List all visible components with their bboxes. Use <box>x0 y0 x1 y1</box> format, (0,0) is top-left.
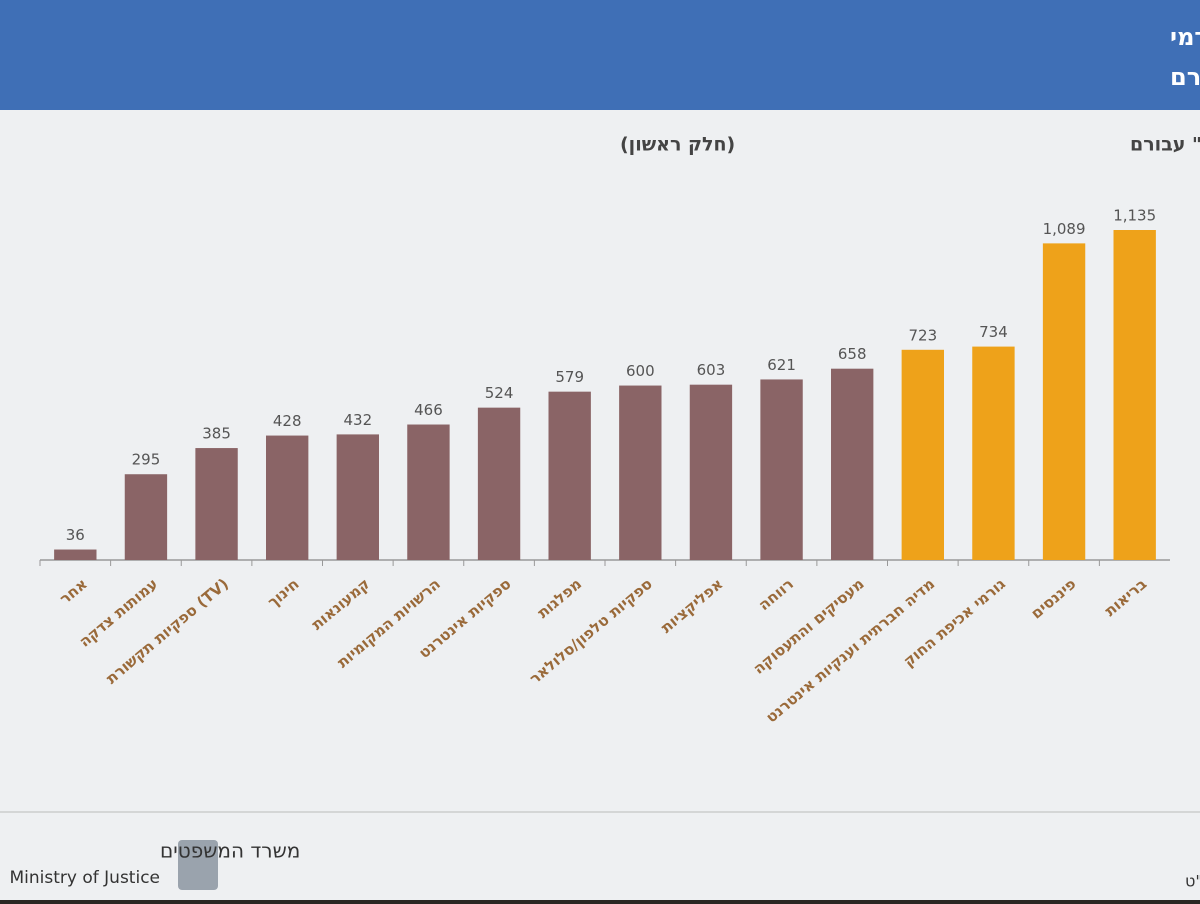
bar <box>972 346 1015 560</box>
header-band <box>0 0 1200 110</box>
header-title: רובם המכריע של המשיבים סימנו את תחומי הב… <box>1170 23 1200 51</box>
value-label: 36 <box>66 526 85 544</box>
ministry-en: Ministry of Justice <box>10 868 161 888</box>
bar <box>548 391 591 560</box>
value-label: 603 <box>697 361 726 379</box>
ministry-he: משרד המשפטים <box>160 839 300 863</box>
value-label: 579 <box>555 368 584 386</box>
bar <box>195 448 238 560</box>
value-label: 1,089 <box>1043 220 1086 238</box>
bar <box>619 385 662 560</box>
chart-subtitle: מספר האנשים שסימנו תחום זה כ"רגיש" עבורם <box>1130 134 1200 156</box>
chart-title: (חלק ראשון) <box>620 134 735 156</box>
value-label: 621 <box>767 356 796 374</box>
logo <box>178 840 218 890</box>
unit-label: רמו"ט <box>1185 872 1200 891</box>
value-label: 734 <box>979 323 1008 341</box>
value-label: 295 <box>132 451 161 469</box>
value-label: 428 <box>273 412 302 430</box>
value-label: 600 <box>626 362 655 380</box>
bar <box>1042 243 1086 560</box>
value-label: 658 <box>838 345 867 363</box>
value-label: 1,135 <box>1113 207 1156 225</box>
bar <box>407 424 450 560</box>
value-label: 723 <box>908 326 937 344</box>
bar <box>266 435 309 560</box>
bar <box>901 349 944 560</box>
value-label: 432 <box>343 411 372 429</box>
value-label: 466 <box>414 401 443 419</box>
value-label: 385 <box>202 425 231 443</box>
bar <box>1113 230 1156 560</box>
value-label: 524 <box>485 384 514 402</box>
header-title: אכיפת חוק וענקיות האינטרנט כ"רגישים" עבו… <box>1170 63 1200 91</box>
bar <box>689 384 733 560</box>
bar <box>54 549 97 560</box>
bar <box>831 368 874 560</box>
bar <box>477 407 521 560</box>
bar <box>760 379 803 560</box>
bar <box>336 434 379 560</box>
bar <box>124 474 168 560</box>
